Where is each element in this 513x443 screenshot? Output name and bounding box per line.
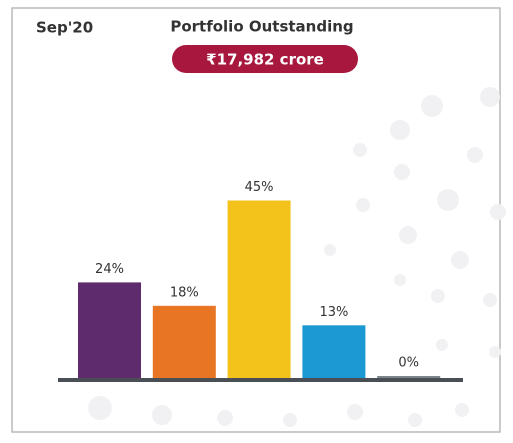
bar: [152, 305, 216, 380]
value-label: 24%: [95, 262, 124, 277]
value-label: 0%: [398, 356, 419, 371]
chart-title: Portfolio Outstanding: [170, 18, 353, 36]
value-label: 13%: [319, 305, 348, 320]
period-label: Sep'20: [36, 19, 93, 37]
badge-text: ₹17,982 crore: [206, 51, 324, 69]
bar: [302, 325, 366, 380]
bar: [78, 282, 141, 380]
badge: [172, 45, 358, 73]
bar: [227, 200, 291, 380]
decor-dots: [88, 87, 506, 427]
value-label: 45%: [245, 180, 274, 195]
value-label: 18%: [170, 285, 199, 300]
